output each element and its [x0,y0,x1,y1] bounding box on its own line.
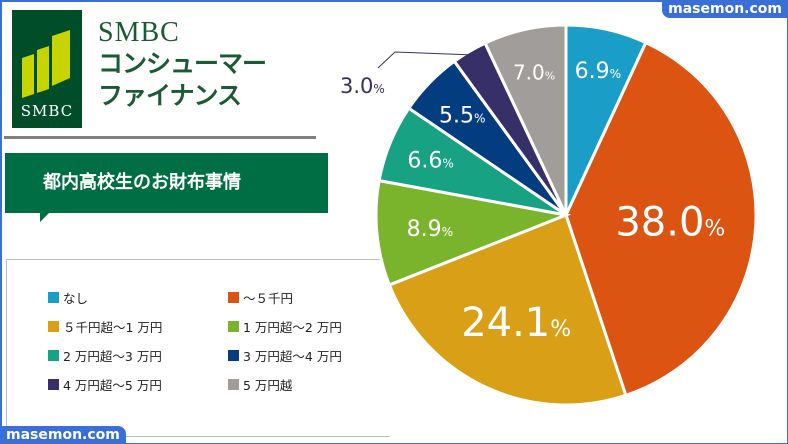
legend-swatch-icon [48,349,59,361]
legend-item: 3 万円超～4 万円 [228,346,408,364]
legend-swatch-icon [228,291,239,303]
legend-item: 4 万円超～5 万円 [48,375,228,393]
brand-name-en: SMBC [98,17,180,48]
watermark-top: masemon.com [662,0,788,18]
legend-label: 4 万円超～5 万円 [63,377,162,393]
legend-box [6,259,390,437]
legend-swatch-icon [228,320,239,332]
leader-line [377,51,472,69]
legend: なし ～５千円 ５千円超～1 万円 1 万円超～2 万円 2 万円超～3 万円 3 万円… [48,288,408,393]
legend-swatch-icon [48,320,59,332]
pie-slice [483,23,568,216]
legend-item: 2 万円超～3 万円 [48,346,228,364]
watermark-bottom: masemon.com [0,426,126,444]
logo-text: SMBC [20,102,74,120]
slice-label-external: 3.0% [340,74,385,98]
smbc-logo: SMBC [12,10,82,128]
legend-swatch-icon [228,349,239,361]
legend-label: ５千円超～1 万円 [63,319,163,335]
brand-name: SMBC コンシューマー ファイナンス [98,17,267,112]
legend-label: 2 万円超～3 万円 [63,348,162,364]
legend-label: 3 万円超～4 万円 [243,348,342,364]
slice-label: 38.0% [615,199,725,245]
logo-mark-icon [22,30,70,98]
legend-swatch-icon [48,378,59,390]
title-callout-tail [40,213,49,222]
brand-name-jp-2: ファイナンス [98,81,242,110]
legend-item: 5 万円越 [228,375,408,393]
slice-label: 6.6% [407,148,454,173]
legend-item: ５千円超～1 万円 [48,317,228,335]
legend-swatch-icon [48,291,59,303]
legend-label: ～５千円 [243,290,294,306]
legend-label: 1 万円超～2 万円 [243,319,342,335]
legend-item: ～５千円 [228,288,408,306]
legend-label: 5 万円越 [243,377,293,393]
header-divider [4,136,316,139]
legend-item: 1 万円超～2 万円 [228,317,408,335]
legend-label: なし [63,290,89,306]
chart-title: 都内高校生のお財布事情 [5,153,328,213]
legend-item: なし [48,288,228,306]
brand-name-jp-1: コンシューマー [98,49,267,78]
legend-swatch-icon [228,378,239,390]
pie-slice [564,40,758,398]
